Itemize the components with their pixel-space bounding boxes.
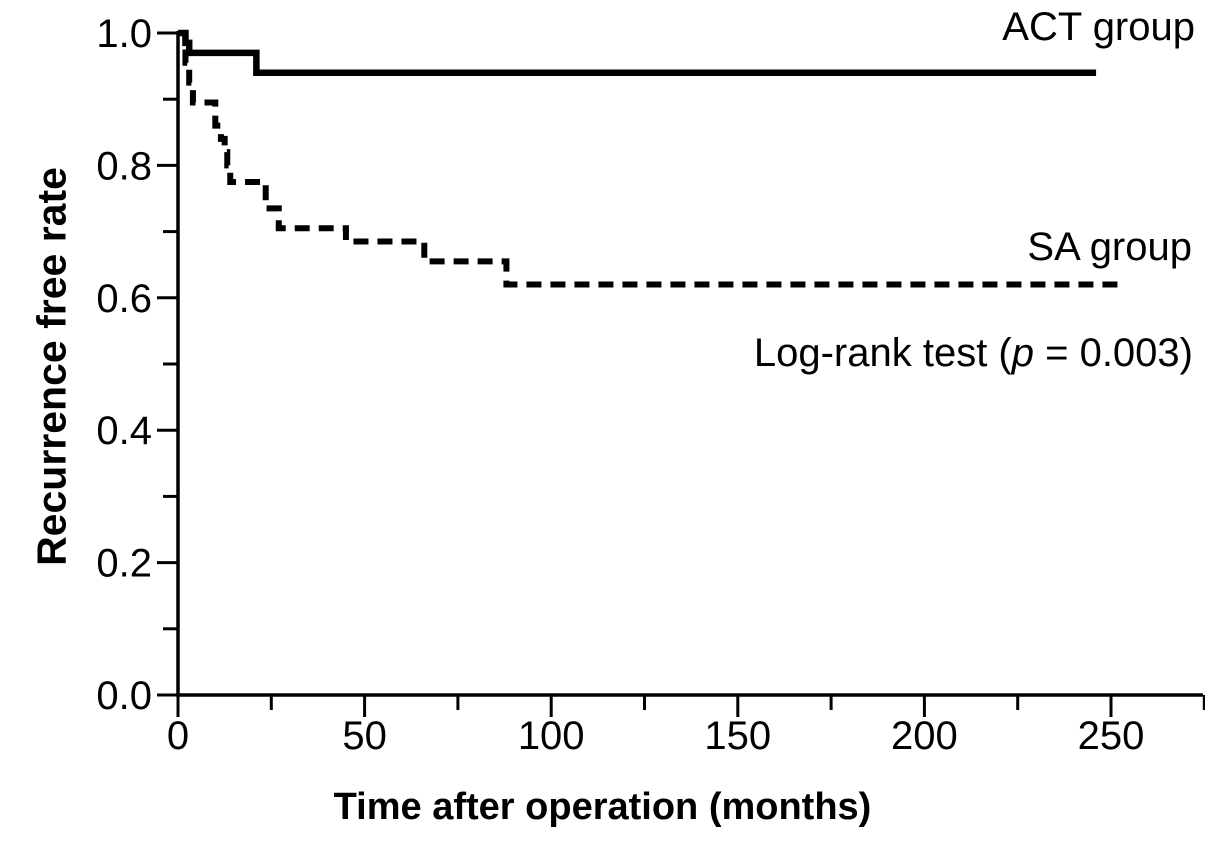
x-tick-label: 100 xyxy=(518,714,585,758)
act-group-curve xyxy=(178,29,1097,76)
y-tick-label: 0.6 xyxy=(96,277,152,321)
x-tick-label: 150 xyxy=(704,714,771,758)
y-tick-label: 1.0 xyxy=(96,12,152,56)
y-tick-label: 0.8 xyxy=(96,144,152,188)
x-tick-label: 250 xyxy=(1078,714,1145,758)
x-tick-label: 200 xyxy=(891,714,958,758)
y-tick-label: 0.2 xyxy=(96,542,152,586)
act-group-series-label: ACT group xyxy=(1002,5,1195,49)
x-tick-label: 50 xyxy=(342,714,387,758)
logrank-p-symbol: p xyxy=(1011,331,1034,375)
x-tick-label: 0 xyxy=(167,714,189,758)
logrank-text-prefix: Log-rank test ( xyxy=(753,331,1012,375)
x-axis-title: Time after operation (months) xyxy=(333,786,872,828)
y-axis-title: Recurrence free rate xyxy=(28,167,75,566)
sa-group-series-label: SA group xyxy=(1027,225,1192,269)
logrank-text-suffix: = 0.003) xyxy=(1033,331,1193,375)
logrank-test-annotation: Log-rank test (p = 0.003) xyxy=(754,331,1193,376)
y-tick-label: 0.0 xyxy=(96,674,152,718)
y-tick-label: 0.4 xyxy=(96,409,152,453)
sa-group-curve xyxy=(178,30,1119,288)
